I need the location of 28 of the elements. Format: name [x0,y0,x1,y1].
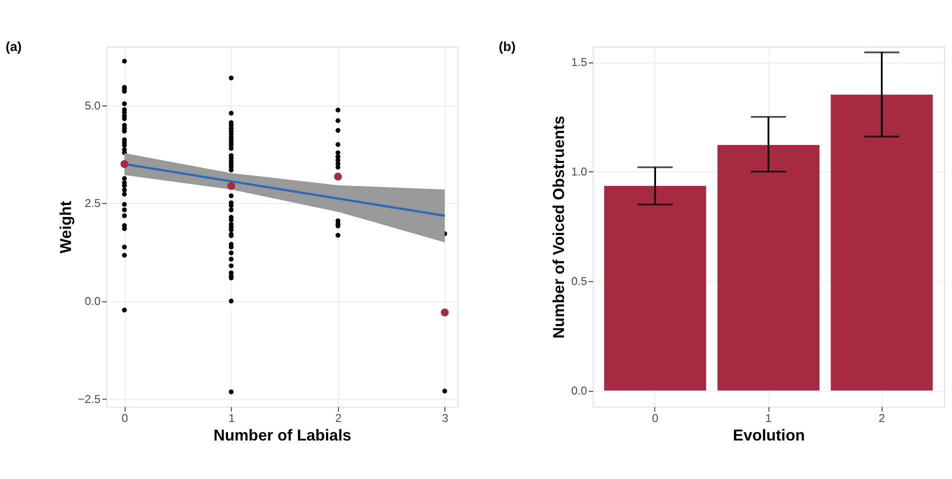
y-tick-label: 0.5 [571,276,588,288]
chart-title: (b) [498,39,516,54]
x-tick-label: 3 [442,413,448,426]
bar [830,94,933,391]
x-tick-label: 2 [878,413,885,426]
y-tick-label: 5.0 [84,100,101,112]
x-axis-title: Evolution [732,428,805,445]
point [120,160,128,168]
y-axis-title: Weight [58,200,75,254]
point [334,172,342,181]
x-tick-label: 0 [122,413,128,426]
chart-title: (a) [6,39,22,54]
y-tick-label: 2.5 [84,198,101,210]
y-tick-label: 1.5 [571,57,588,70]
y-tick-label: −2.5 [78,394,101,406]
y-tick-label: 0.0 [571,385,588,398]
x-tick-label: 1 [228,413,235,426]
bar [717,144,820,391]
bar [604,186,706,391]
x-tick-label: 2 [335,413,342,426]
y-tick-label: 1.0 [571,166,588,179]
y-axis-title: Number of Voiced Obstruents [551,116,568,338]
point [227,182,236,190]
x-tick-label: 0 [652,413,658,426]
point [440,308,449,316]
x-axis-title: Number of Labials [213,428,352,445]
x-tick-label: 1 [765,413,772,426]
y-tick-label: 0.0 [84,296,101,308]
